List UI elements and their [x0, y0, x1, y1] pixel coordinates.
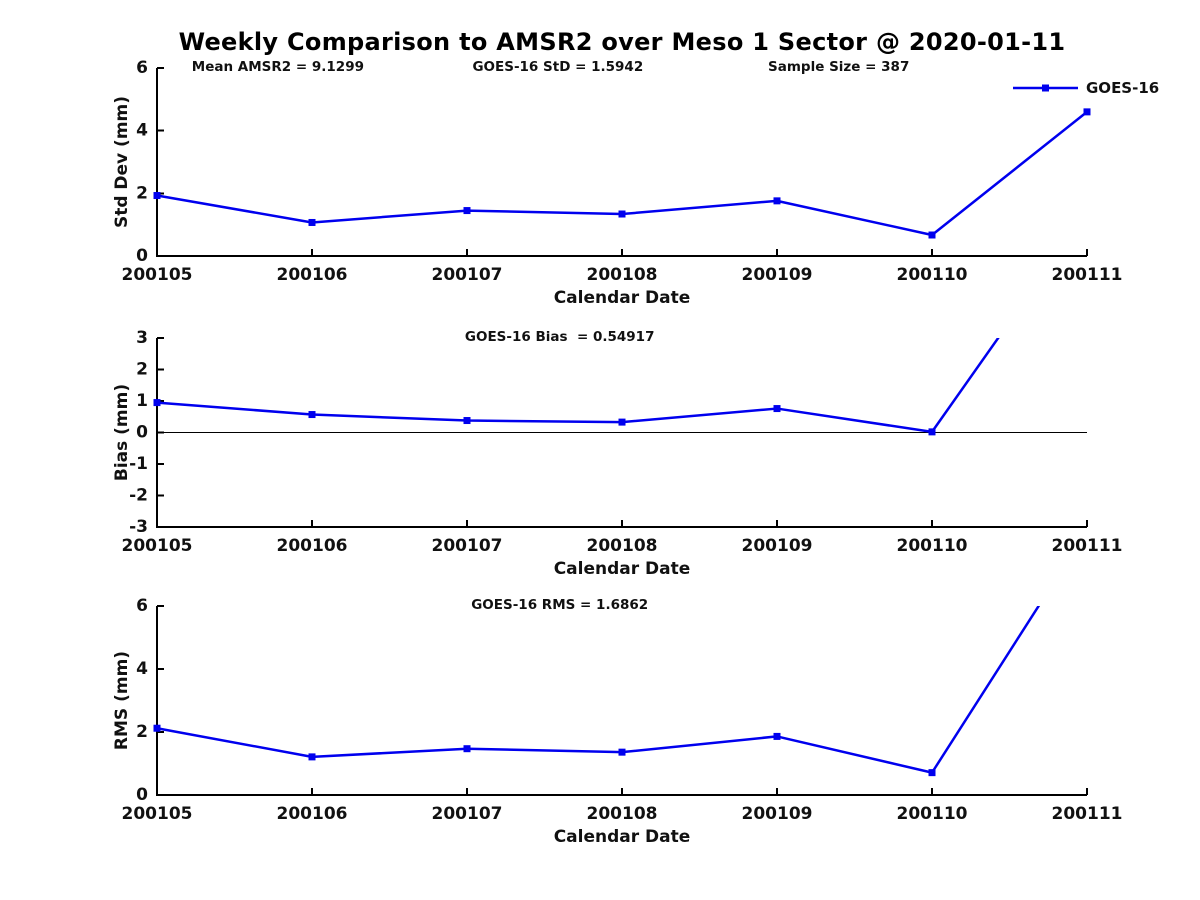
chart-annotation: Sample Size = 387 — [768, 59, 909, 75]
x-tick-label: 200107 — [432, 804, 503, 824]
y-axis-label: RMS (mm) — [112, 651, 132, 750]
data-marker — [928, 231, 936, 239]
x-tick-label: 200111 — [1052, 804, 1123, 824]
axes-lines — [156, 68, 1087, 257]
x-tick-label: 200111 — [1052, 536, 1123, 556]
x-tick-label: 200107 — [432, 536, 503, 556]
data-marker — [618, 210, 626, 218]
y-axis: 0 2 4 6 — [136, 58, 164, 266]
x-axis: 200105 200106 200107 200108 200109 200110 2001… — [122, 520, 1123, 556]
y-tick-label: -1 — [129, 454, 148, 474]
data-marker — [153, 724, 161, 732]
y-tick-label: 4 — [136, 659, 148, 679]
figure-title: Weekly Comparison to AMSR2 over Meso 1 S… — [178, 28, 1066, 56]
legend-marker — [1042, 84, 1049, 92]
y-tick-label: 6 — [136, 58, 148, 78]
legend-label: GOES-16 — [1086, 79, 1159, 97]
x-tick-label: 200105 — [122, 536, 193, 556]
data-marker — [773, 405, 781, 413]
x-tick-label: 200110 — [897, 536, 968, 556]
x-tick-label: 200108 — [587, 536, 658, 556]
x-axis-label: Calendar Date — [554, 559, 691, 579]
x-axis-label: Calendar Date — [554, 288, 691, 308]
y-axis: -3 -2 -1 0 1 2 3 — [129, 328, 164, 537]
y-tick-label: 2 — [136, 183, 148, 203]
y-tick-label: 0 — [136, 785, 148, 805]
y-tick-label: -3 — [129, 517, 148, 537]
chart-annotation: GOES-16 RMS = 1.6862 — [471, 597, 648, 613]
x-tick-label: 200106 — [277, 265, 348, 285]
x-tick-label: 200109 — [742, 536, 813, 556]
x-tick-label: 200106 — [277, 536, 348, 556]
x-tick-label: 200110 — [897, 265, 968, 285]
data-marker — [463, 745, 471, 753]
y-tick-label: -2 — [129, 486, 148, 506]
y-axis-label: Bias (mm) — [112, 384, 132, 481]
data-line-goes-16 — [156, 338, 1000, 434]
y-tick-label: 6 — [136, 596, 148, 616]
data-marker — [308, 753, 316, 761]
data-marker — [618, 748, 626, 756]
y-tick-label: 2 — [136, 360, 148, 380]
data-marker — [1083, 108, 1091, 116]
x-tick-label: 200111 — [1052, 265, 1123, 285]
x-tick-label: 200108 — [587, 265, 658, 285]
data-markers — [153, 724, 936, 777]
data-marker — [308, 218, 316, 226]
rms-chart: 200105 200106 200107 200108 200109 200110 2001… — [112, 596, 1123, 847]
x-axis: 200105 200106 200107 200108 200109 200110 2001… — [122, 788, 1123, 824]
y-tick-label: 0 — [136, 423, 148, 443]
chart-annotation: GOES-16 Bias = 0.54917 — [465, 329, 655, 345]
data-markers — [153, 108, 1091, 239]
y-tick-label: 4 — [136, 121, 148, 141]
x-tick-label: 200107 — [432, 265, 503, 285]
data-marker — [773, 732, 781, 740]
y-tick-label: 0 — [136, 246, 148, 266]
chart-annotation: Mean AMSR2 = 9.1299 — [192, 59, 364, 75]
x-tick-label: 200105 — [122, 265, 193, 285]
x-axis: 200105 200106 200107 200108 200109 200110 2001… — [122, 249, 1123, 285]
x-tick-label: 200105 — [122, 804, 193, 824]
y-axis-label: Std Dev (mm) — [112, 96, 132, 228]
data-marker — [153, 192, 161, 200]
data-marker — [308, 411, 316, 419]
legend: GOES-16 — [1013, 79, 1159, 97]
data-marker — [928, 769, 936, 777]
data-marker — [928, 428, 936, 436]
x-axis-label: Calendar Date — [554, 827, 691, 847]
x-tick-label: 200110 — [897, 804, 968, 824]
std-dev-chart: 200105 200106 200107 200108 200109 200110 2001… — [112, 58, 1159, 308]
y-axis: 0 2 4 6 — [136, 596, 164, 805]
bias-chart: 200105 200106 200107 200108 200109 200110 2001… — [112, 328, 1123, 579]
x-tick-label: 200106 — [277, 804, 348, 824]
data-marker — [773, 197, 781, 205]
data-marker — [463, 207, 471, 215]
axes-lines — [156, 606, 1087, 796]
x-tick-label: 200109 — [742, 265, 813, 285]
data-marker — [618, 418, 626, 426]
x-tick-label: 200109 — [742, 804, 813, 824]
data-marker — [463, 417, 471, 425]
y-tick-label: 2 — [136, 722, 148, 742]
y-tick-label: 1 — [136, 391, 148, 411]
x-tick-label: 200108 — [587, 804, 658, 824]
data-marker — [153, 399, 161, 407]
y-tick-label: 3 — [136, 328, 148, 348]
chart-annotation: GOES-16 StD = 1.5942 — [472, 59, 643, 75]
data-markers — [153, 399, 936, 436]
